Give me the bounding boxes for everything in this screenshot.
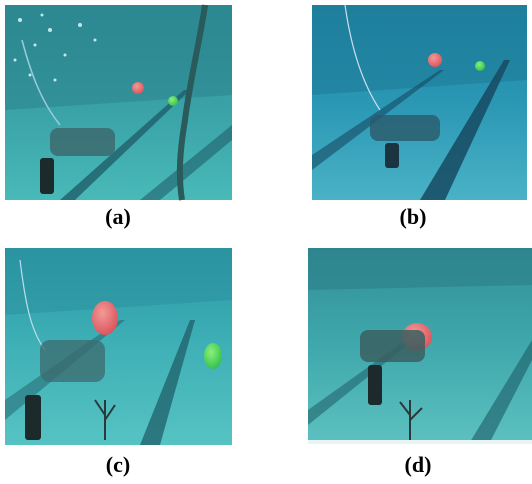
caption: (a) xyxy=(105,204,131,229)
caption: (d) xyxy=(405,452,432,477)
photo-b xyxy=(312,5,527,200)
caption: (b) xyxy=(400,204,427,229)
caption: (c) xyxy=(106,452,130,477)
photo-a xyxy=(5,5,232,200)
photo-c xyxy=(5,248,232,445)
figure: (a) (b) (c) (d) xyxy=(0,0,532,484)
photo-d xyxy=(308,248,532,444)
